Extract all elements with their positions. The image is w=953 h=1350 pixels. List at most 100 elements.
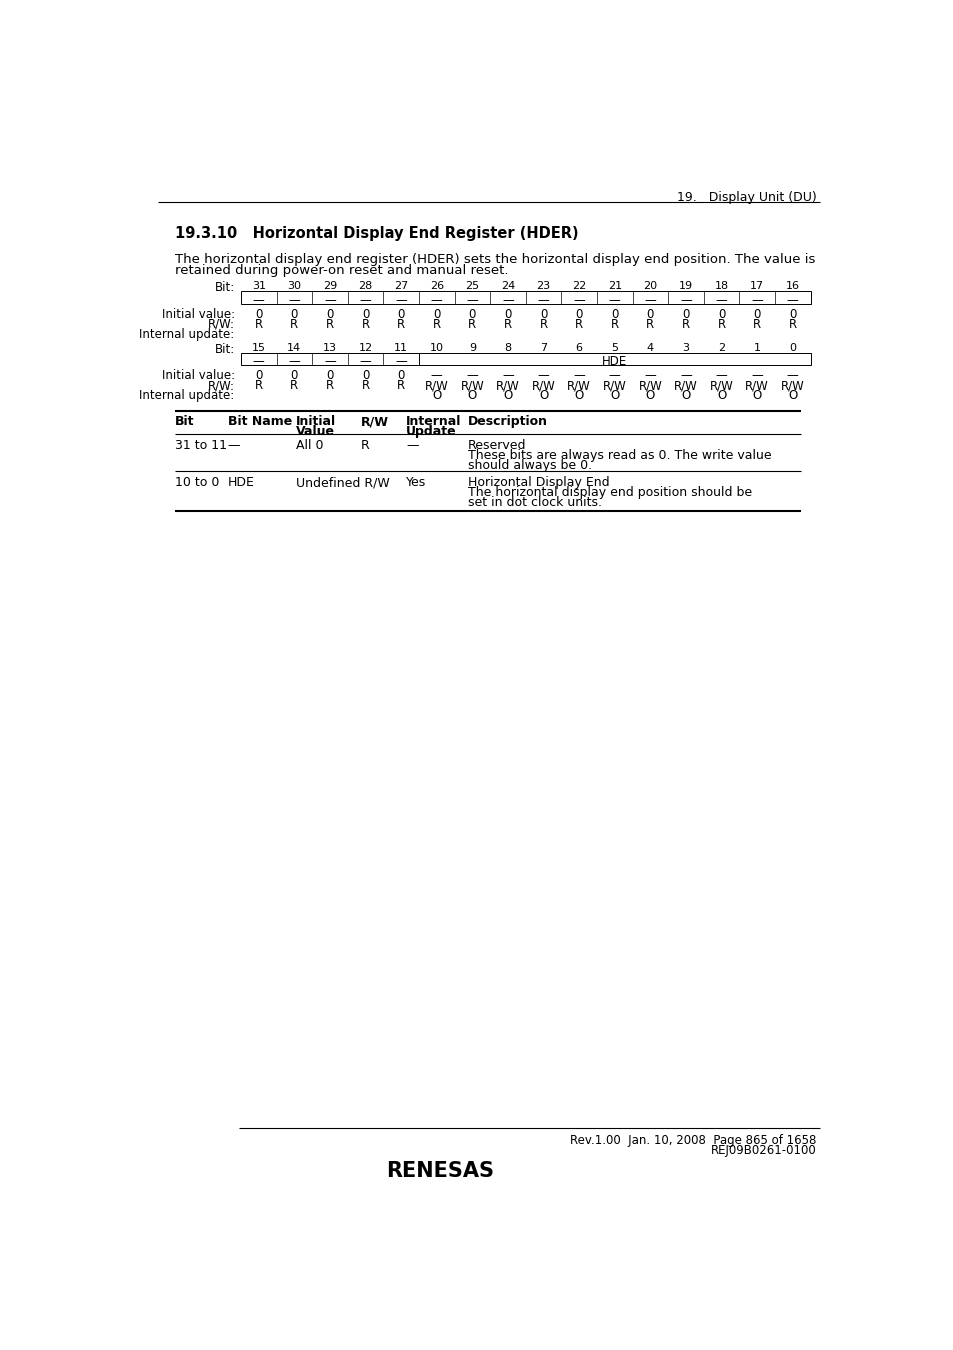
Text: 1: 1: [753, 343, 760, 352]
Text: R: R: [254, 379, 262, 391]
Text: R/W: R/W: [460, 379, 484, 391]
Text: 0: 0: [504, 308, 511, 320]
Text: 25: 25: [465, 281, 479, 292]
Text: REJ09B0261-0100: REJ09B0261-0100: [710, 1143, 816, 1157]
Text: 0: 0: [397, 369, 404, 382]
Text: —: —: [537, 369, 549, 382]
Text: R/W: R/W: [496, 379, 519, 391]
Text: 16: 16: [785, 281, 799, 292]
Text: —: —: [537, 294, 549, 306]
Text: —: —: [715, 369, 726, 382]
Text: Initial: Initial: [295, 416, 335, 428]
Text: —: —: [786, 294, 798, 306]
Text: 0: 0: [539, 308, 547, 320]
Text: Bit:: Bit:: [214, 343, 234, 356]
Text: 0: 0: [788, 343, 796, 352]
Text: 0: 0: [611, 308, 618, 320]
Text: R: R: [788, 317, 796, 331]
Text: —: —: [253, 355, 264, 369]
Text: 13: 13: [322, 343, 336, 352]
Text: —: —: [573, 294, 584, 306]
Text: Internal update:: Internal update:: [139, 389, 234, 402]
Text: 19.3.10   Horizontal Display End Register (HDER): 19.3.10 Horizontal Display End Register …: [174, 225, 578, 240]
Text: 0: 0: [788, 308, 796, 320]
Text: 0: 0: [575, 308, 582, 320]
Text: 15: 15: [252, 343, 266, 352]
Text: The horizontal display end position should be: The horizontal display end position shou…: [468, 486, 751, 500]
Text: R: R: [752, 317, 760, 331]
Text: R: R: [717, 317, 725, 331]
Text: 24: 24: [500, 281, 515, 292]
Text: R: R: [503, 317, 512, 331]
Text: —: —: [359, 294, 371, 306]
Text: —: —: [395, 355, 407, 369]
Text: 19: 19: [679, 281, 692, 292]
Text: R/W: R/W: [424, 379, 448, 391]
Text: 0: 0: [326, 369, 334, 382]
Text: 10: 10: [429, 343, 443, 352]
Text: —: —: [501, 369, 514, 382]
Bar: [241, 292, 810, 304]
Text: 7: 7: [539, 343, 546, 352]
Text: 28: 28: [358, 281, 373, 292]
Text: R: R: [361, 317, 369, 331]
Text: 0: 0: [361, 308, 369, 320]
Text: 27: 27: [394, 281, 408, 292]
Bar: [241, 352, 810, 366]
Text: —: —: [431, 369, 442, 382]
Text: Reserved: Reserved: [468, 439, 526, 452]
Text: R/W: R/W: [709, 379, 733, 391]
Text: R: R: [361, 379, 369, 391]
Text: —: —: [608, 294, 620, 306]
Text: R: R: [468, 317, 476, 331]
Text: 2: 2: [718, 343, 724, 352]
Text: 18: 18: [714, 281, 728, 292]
Text: R/W:: R/W:: [208, 317, 234, 331]
Text: 0: 0: [254, 308, 262, 320]
Text: R: R: [433, 317, 440, 331]
Text: R/W: R/W: [602, 379, 626, 391]
Text: Rev.1.00  Jan. 10, 2008  Page 865 of 1658: Rev.1.00 Jan. 10, 2008 Page 865 of 1658: [570, 1134, 816, 1146]
Text: 31 to 11: 31 to 11: [174, 439, 227, 452]
Text: set in dot clock units.: set in dot clock units.: [468, 497, 601, 509]
Text: —: —: [395, 294, 407, 306]
Text: —: —: [679, 369, 691, 382]
Text: —: —: [750, 369, 762, 382]
Text: 30: 30: [287, 281, 301, 292]
Text: HDE: HDE: [601, 355, 627, 369]
Text: 0: 0: [468, 308, 476, 320]
Text: —: —: [608, 369, 620, 382]
Text: —: —: [359, 355, 371, 369]
Text: 26: 26: [429, 281, 443, 292]
Text: O: O: [503, 389, 512, 402]
Text: Update: Update: [406, 424, 456, 437]
Text: HDE: HDE: [228, 477, 254, 489]
Text: O: O: [752, 389, 761, 402]
Text: Description: Description: [468, 416, 547, 428]
Text: 20: 20: [642, 281, 657, 292]
Text: R/W: R/W: [531, 379, 555, 391]
Text: R: R: [290, 379, 298, 391]
Text: 0: 0: [646, 308, 654, 320]
Text: Horizontal Display End: Horizontal Display End: [468, 477, 609, 489]
Text: —: —: [644, 294, 656, 306]
Text: —: —: [228, 439, 240, 452]
Text: 22: 22: [572, 281, 586, 292]
Text: 23: 23: [536, 281, 550, 292]
Text: —: —: [431, 294, 442, 306]
Text: All 0: All 0: [295, 439, 323, 452]
Text: 9: 9: [468, 343, 476, 352]
Text: RENESAS: RENESAS: [386, 1161, 494, 1181]
Text: 0: 0: [254, 369, 262, 382]
Text: retained during power-on reset and manual reset.: retained during power-on reset and manua…: [174, 265, 508, 277]
Text: Bit: Bit: [174, 416, 194, 428]
Text: should always be 0.: should always be 0.: [468, 459, 592, 472]
Text: R/W: R/W: [674, 379, 697, 391]
Text: O: O: [680, 389, 690, 402]
Text: 0: 0: [397, 308, 404, 320]
Text: 8: 8: [504, 343, 511, 352]
Text: —: —: [288, 355, 300, 369]
Text: O: O: [716, 389, 725, 402]
Text: 29: 29: [322, 281, 336, 292]
Text: These bits are always read as 0. The write value: These bits are always read as 0. The wri…: [468, 450, 771, 462]
